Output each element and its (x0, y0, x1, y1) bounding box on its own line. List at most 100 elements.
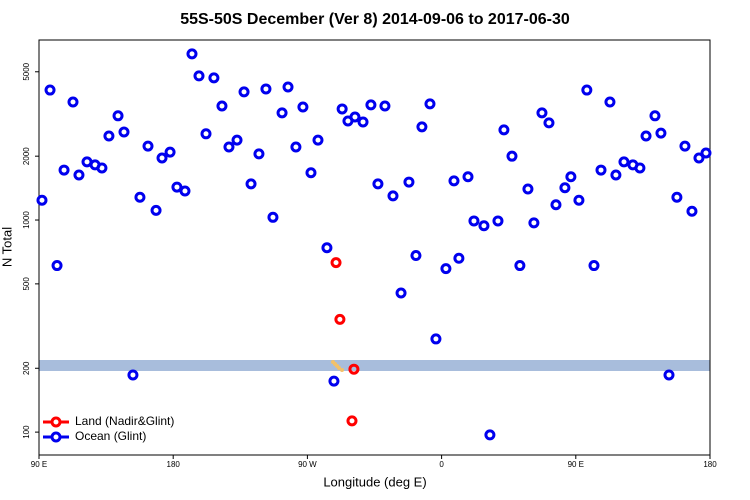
point (565, 171, 577, 183)
point (416, 121, 428, 133)
legend-label: Land (Nadir&Glint) (75, 414, 174, 428)
x-tick-label: 90 W (298, 460, 317, 469)
point (440, 263, 452, 275)
point (671, 191, 683, 203)
point (640, 130, 652, 142)
y-tick-label: 100 (22, 425, 31, 439)
point (208, 72, 220, 84)
point (395, 287, 407, 299)
legend-label: Ocean (Glint) (75, 429, 146, 443)
point (134, 191, 146, 203)
point (543, 117, 555, 129)
point (522, 183, 534, 195)
point (478, 220, 490, 232)
x-tick-label: 90 E (31, 460, 47, 469)
point (312, 134, 324, 146)
point (686, 205, 698, 217)
point (528, 217, 540, 229)
point (282, 81, 294, 93)
point (403, 176, 415, 188)
y-tick-label: 2000 (22, 147, 31, 165)
point (73, 169, 85, 181)
point (193, 70, 205, 82)
point (430, 333, 442, 345)
point (453, 252, 465, 264)
point (253, 148, 265, 160)
point (305, 167, 317, 179)
point (610, 169, 622, 181)
point (357, 116, 369, 128)
point (492, 215, 504, 227)
coverage-band (39, 360, 710, 371)
point (484, 429, 496, 441)
point (410, 250, 422, 262)
point (36, 194, 48, 206)
point (150, 204, 162, 216)
point (663, 369, 675, 381)
point (634, 162, 646, 174)
point (468, 215, 480, 227)
point (346, 415, 358, 427)
point (462, 171, 474, 183)
point (679, 140, 691, 152)
point (164, 146, 176, 158)
point (424, 98, 436, 110)
point (328, 375, 340, 387)
point (573, 194, 585, 206)
point (330, 257, 342, 269)
x-tick-label: 180 (703, 460, 717, 469)
point (297, 101, 309, 113)
x-tick-label: 180 (167, 460, 181, 469)
point (267, 211, 279, 223)
point (514, 260, 526, 272)
point (142, 140, 154, 152)
point (365, 99, 377, 111)
point (506, 150, 518, 162)
point (290, 141, 302, 153)
point (550, 199, 562, 211)
point (200, 128, 212, 140)
point (276, 107, 288, 119)
legend-marker (50, 431, 62, 443)
point (559, 182, 571, 194)
point (588, 260, 600, 272)
point (618, 156, 630, 168)
point (51, 260, 63, 272)
point (649, 110, 661, 122)
plot-frame (38, 39, 711, 456)
y-tick-label: 200 (22, 361, 31, 375)
point (498, 124, 510, 136)
y-tick-label: 5000 (22, 62, 31, 80)
point (223, 141, 235, 153)
point (700, 147, 712, 159)
point (334, 313, 346, 325)
point (96, 162, 108, 174)
point (260, 83, 272, 95)
y-axis-label: N Total (0, 227, 14, 267)
point (171, 181, 183, 193)
point (245, 178, 257, 190)
point (349, 111, 361, 123)
point (238, 86, 250, 98)
y-tick-label: 1000 (22, 211, 31, 229)
point (44, 84, 56, 96)
point (387, 190, 399, 202)
point (536, 107, 548, 119)
land-trace (331, 360, 344, 372)
point (112, 110, 124, 122)
point (321, 242, 333, 254)
point (118, 126, 130, 138)
point (216, 100, 228, 112)
point (186, 48, 198, 60)
point (348, 363, 360, 375)
point (67, 96, 79, 108)
point (581, 84, 593, 96)
point (156, 152, 168, 164)
point (604, 96, 616, 108)
point (103, 130, 115, 142)
y-tick-label: 500 (22, 277, 31, 291)
point (179, 185, 191, 197)
point (693, 152, 705, 164)
point (595, 164, 607, 176)
